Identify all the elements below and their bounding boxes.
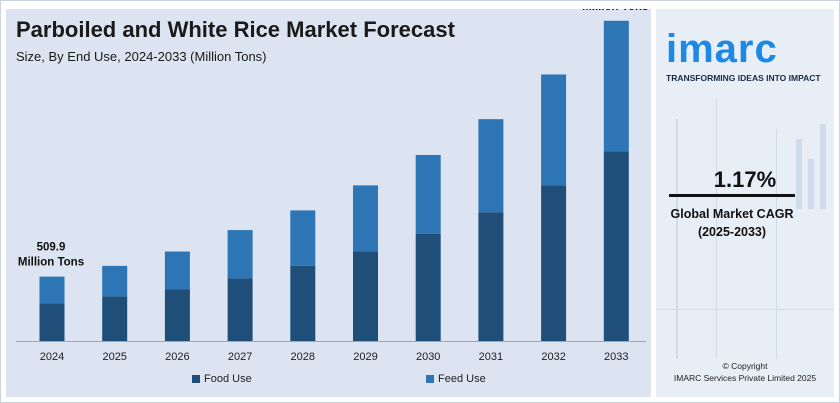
x-tick-label: 2024: [40, 351, 64, 363]
bar-food-use-2031: [478, 212, 504, 341]
bar-chart: 2024 2025 2026 2027 2028 2029 2030 2031 2032 2033…: [16, 9, 648, 363]
decor-bar: [796, 139, 802, 209]
imarc-logo: imarc: [666, 27, 778, 71]
x-tick-label: 2031: [479, 351, 503, 363]
bar-food-use-2032: [541, 185, 567, 341]
bar-feed-use-2031: [478, 119, 504, 213]
bar-food-use-2027: [227, 278, 253, 341]
decor-line: [656, 309, 834, 310]
cagr-period: (2025-2033): [697, 225, 767, 239]
legend-label-feed: Feed Use: [438, 373, 486, 385]
data-label-unit: Million Tons: [582, 9, 648, 13]
data-label-value: 509.9: [37, 242, 66, 254]
x-tick-label: 2030: [416, 351, 440, 363]
bar-food-use-2025: [102, 296, 128, 341]
copyright-text: © Copyright: [722, 361, 768, 371]
x-tick-label: 2032: [541, 351, 565, 363]
cagr-label: Global Market CAGR: [670, 207, 794, 221]
chart-title: Parboiled and White Rice Market Forecast: [16, 17, 455, 42]
legend-swatch-food: [192, 375, 200, 383]
bar-feed-use-2030: [415, 154, 441, 234]
bar-feed-use-2028: [290, 210, 316, 266]
legend-swatch-feed: [426, 375, 434, 383]
bar-food-use-2026: [164, 289, 190, 341]
bar-feed-use-2024: [39, 276, 65, 304]
legend-label-food: Food Use: [204, 373, 252, 385]
cagr-value: 1.17%: [713, 167, 777, 192]
legend-feed-use: Feed Use: [426, 373, 486, 385]
company-name: IMARC Services Private Limited 2025: [673, 373, 817, 383]
decor-bar: [808, 159, 814, 209]
decor-line: [716, 99, 717, 359]
bar-food-use-2029: [353, 251, 378, 341]
sidebar-panel: imarc TRANSFORMING IDEAS INTO IMPACT 1.1…: [656, 9, 834, 397]
x-tick-label: 2025: [102, 351, 126, 363]
bar-feed-use-2026: [164, 251, 190, 290]
chart-subtitle: Size, By End Use, 2024-2033 (Million Ton…: [16, 49, 267, 64]
data-label-unit: Million Tons: [18, 257, 84, 269]
bar-food-use-2028: [290, 265, 316, 341]
legend-food-use: Food Use: [192, 373, 252, 385]
bar-food-use-2030: [415, 233, 441, 341]
bar-feed-use-2032: [541, 74, 567, 186]
x-tick-label: 2029: [353, 351, 377, 363]
decor-line: [676, 119, 678, 359]
cagr-divider: [669, 194, 795, 197]
x-tick-label: 2033: [604, 351, 628, 363]
bar-feed-use-2029: [353, 185, 378, 252]
bar-feed-use-2033: [603, 20, 629, 152]
logo-tagline: TRANSFORMING IDEAS INTO IMPACT: [666, 73, 821, 83]
bar-feed-use-2025: [102, 265, 128, 297]
x-tick-label: 2028: [291, 351, 315, 363]
decor-bar: [820, 124, 826, 209]
x-tick-label: 2027: [228, 351, 252, 363]
bar-food-use-2024: [39, 303, 65, 341]
bar-food-use-2033: [603, 151, 629, 341]
x-tick-label: 2026: [165, 351, 189, 363]
bar-feed-use-2027: [227, 230, 253, 279]
decor-line: [776, 129, 777, 359]
chart-panel: Parboiled and White Rice Market Forecast…: [6, 9, 651, 397]
